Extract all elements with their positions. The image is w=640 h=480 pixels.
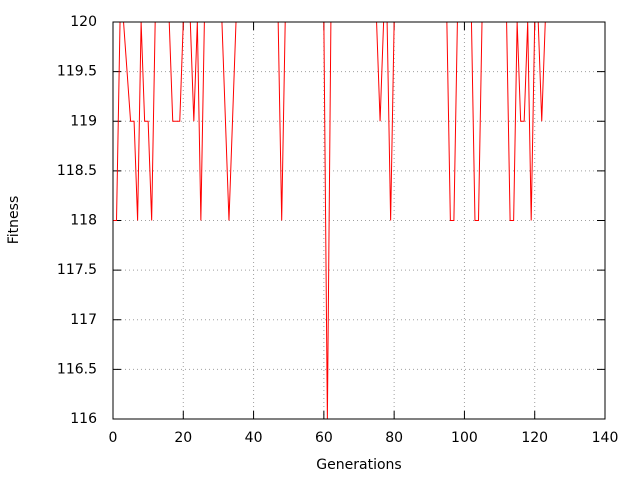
x-tick-label: 40 bbox=[245, 430, 263, 446]
y-tick-label: 119 bbox=[70, 113, 97, 129]
x-tick-label: 140 bbox=[592, 430, 619, 446]
y-tick-label: 119.5 bbox=[57, 64, 97, 80]
y-tick-label: 118.5 bbox=[57, 163, 97, 179]
y-tick-label: 117 bbox=[70, 312, 97, 328]
y-axis-label: Fitness bbox=[6, 196, 22, 245]
x-axis-label: Generations bbox=[316, 457, 401, 473]
x-tick-label: 80 bbox=[385, 430, 403, 446]
y-tick-label: 120 bbox=[70, 14, 97, 30]
x-tick-label: 100 bbox=[451, 430, 478, 446]
x-tick-label: 120 bbox=[521, 430, 548, 446]
y-tick-label: 118 bbox=[70, 213, 97, 229]
x-tick-label: 20 bbox=[174, 430, 192, 446]
y-tick-label: 116 bbox=[70, 411, 97, 427]
y-tick-label: 117.5 bbox=[57, 262, 97, 278]
x-tick-label: 60 bbox=[315, 430, 333, 446]
x-tick-label: 0 bbox=[109, 430, 118, 446]
plot-border bbox=[112, 21, 606, 420]
y-tick-label: 116.5 bbox=[57, 361, 97, 377]
